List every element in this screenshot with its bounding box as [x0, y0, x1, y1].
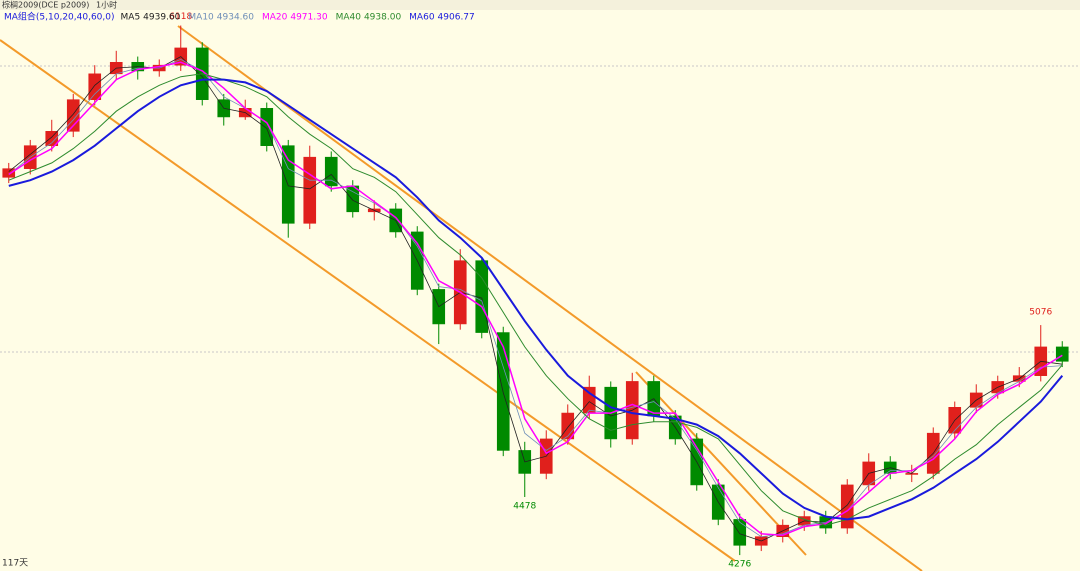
ma-line [8, 61, 1063, 536]
legend-value: 4971.30 [290, 13, 327, 23]
channel [0, 25, 923, 571]
ma-line [8, 58, 1063, 538]
candle-body [88, 73, 102, 100]
candle-body [324, 156, 338, 187]
channel-upper [177, 25, 923, 571]
candle-body [303, 156, 317, 224]
extreme-label: 4276 [728, 560, 751, 570]
ma-line [8, 78, 1064, 521]
legend-name: MA60 [409, 13, 435, 23]
candle-body [45, 131, 59, 146]
extreme-label: 4478 [513, 502, 536, 512]
channel-lower [0, 39, 736, 562]
legend-name: MA10 [188, 13, 214, 23]
title-bar [0, 0, 1080, 10]
ma-line [8, 73, 1063, 526]
candle-body [2, 168, 16, 178]
period[interactable]: 1小时 [96, 0, 117, 10]
ma-line [8, 56, 1063, 542]
channel-inner [635, 371, 807, 556]
legend-value: 4939.60 [143, 13, 180, 23]
extreme-label: 6118 [169, 12, 192, 22]
extreme-label: 5076 [1029, 308, 1052, 318]
candle-body [1055, 346, 1069, 362]
candle-body [733, 519, 747, 546]
legend-value: 4938.00 [364, 13, 401, 23]
legend-value: 4934.60 [217, 13, 254, 23]
footer: 117天 [2, 559, 28, 569]
legend-name: MA40 [336, 13, 362, 23]
legend-name: MA20 [262, 13, 288, 23]
candle-body [582, 386, 596, 414]
symbol[interactable]: 棕榈2009(DCE p2009) [2, 0, 89, 10]
candle-body [281, 145, 295, 224]
indicator: MA组合(5,10,20,40,60,0) [4, 11, 115, 23]
legend-value: 4906.77 [438, 13, 475, 23]
legend-name: MA5 [121, 13, 141, 23]
plot [2, 25, 1069, 556]
